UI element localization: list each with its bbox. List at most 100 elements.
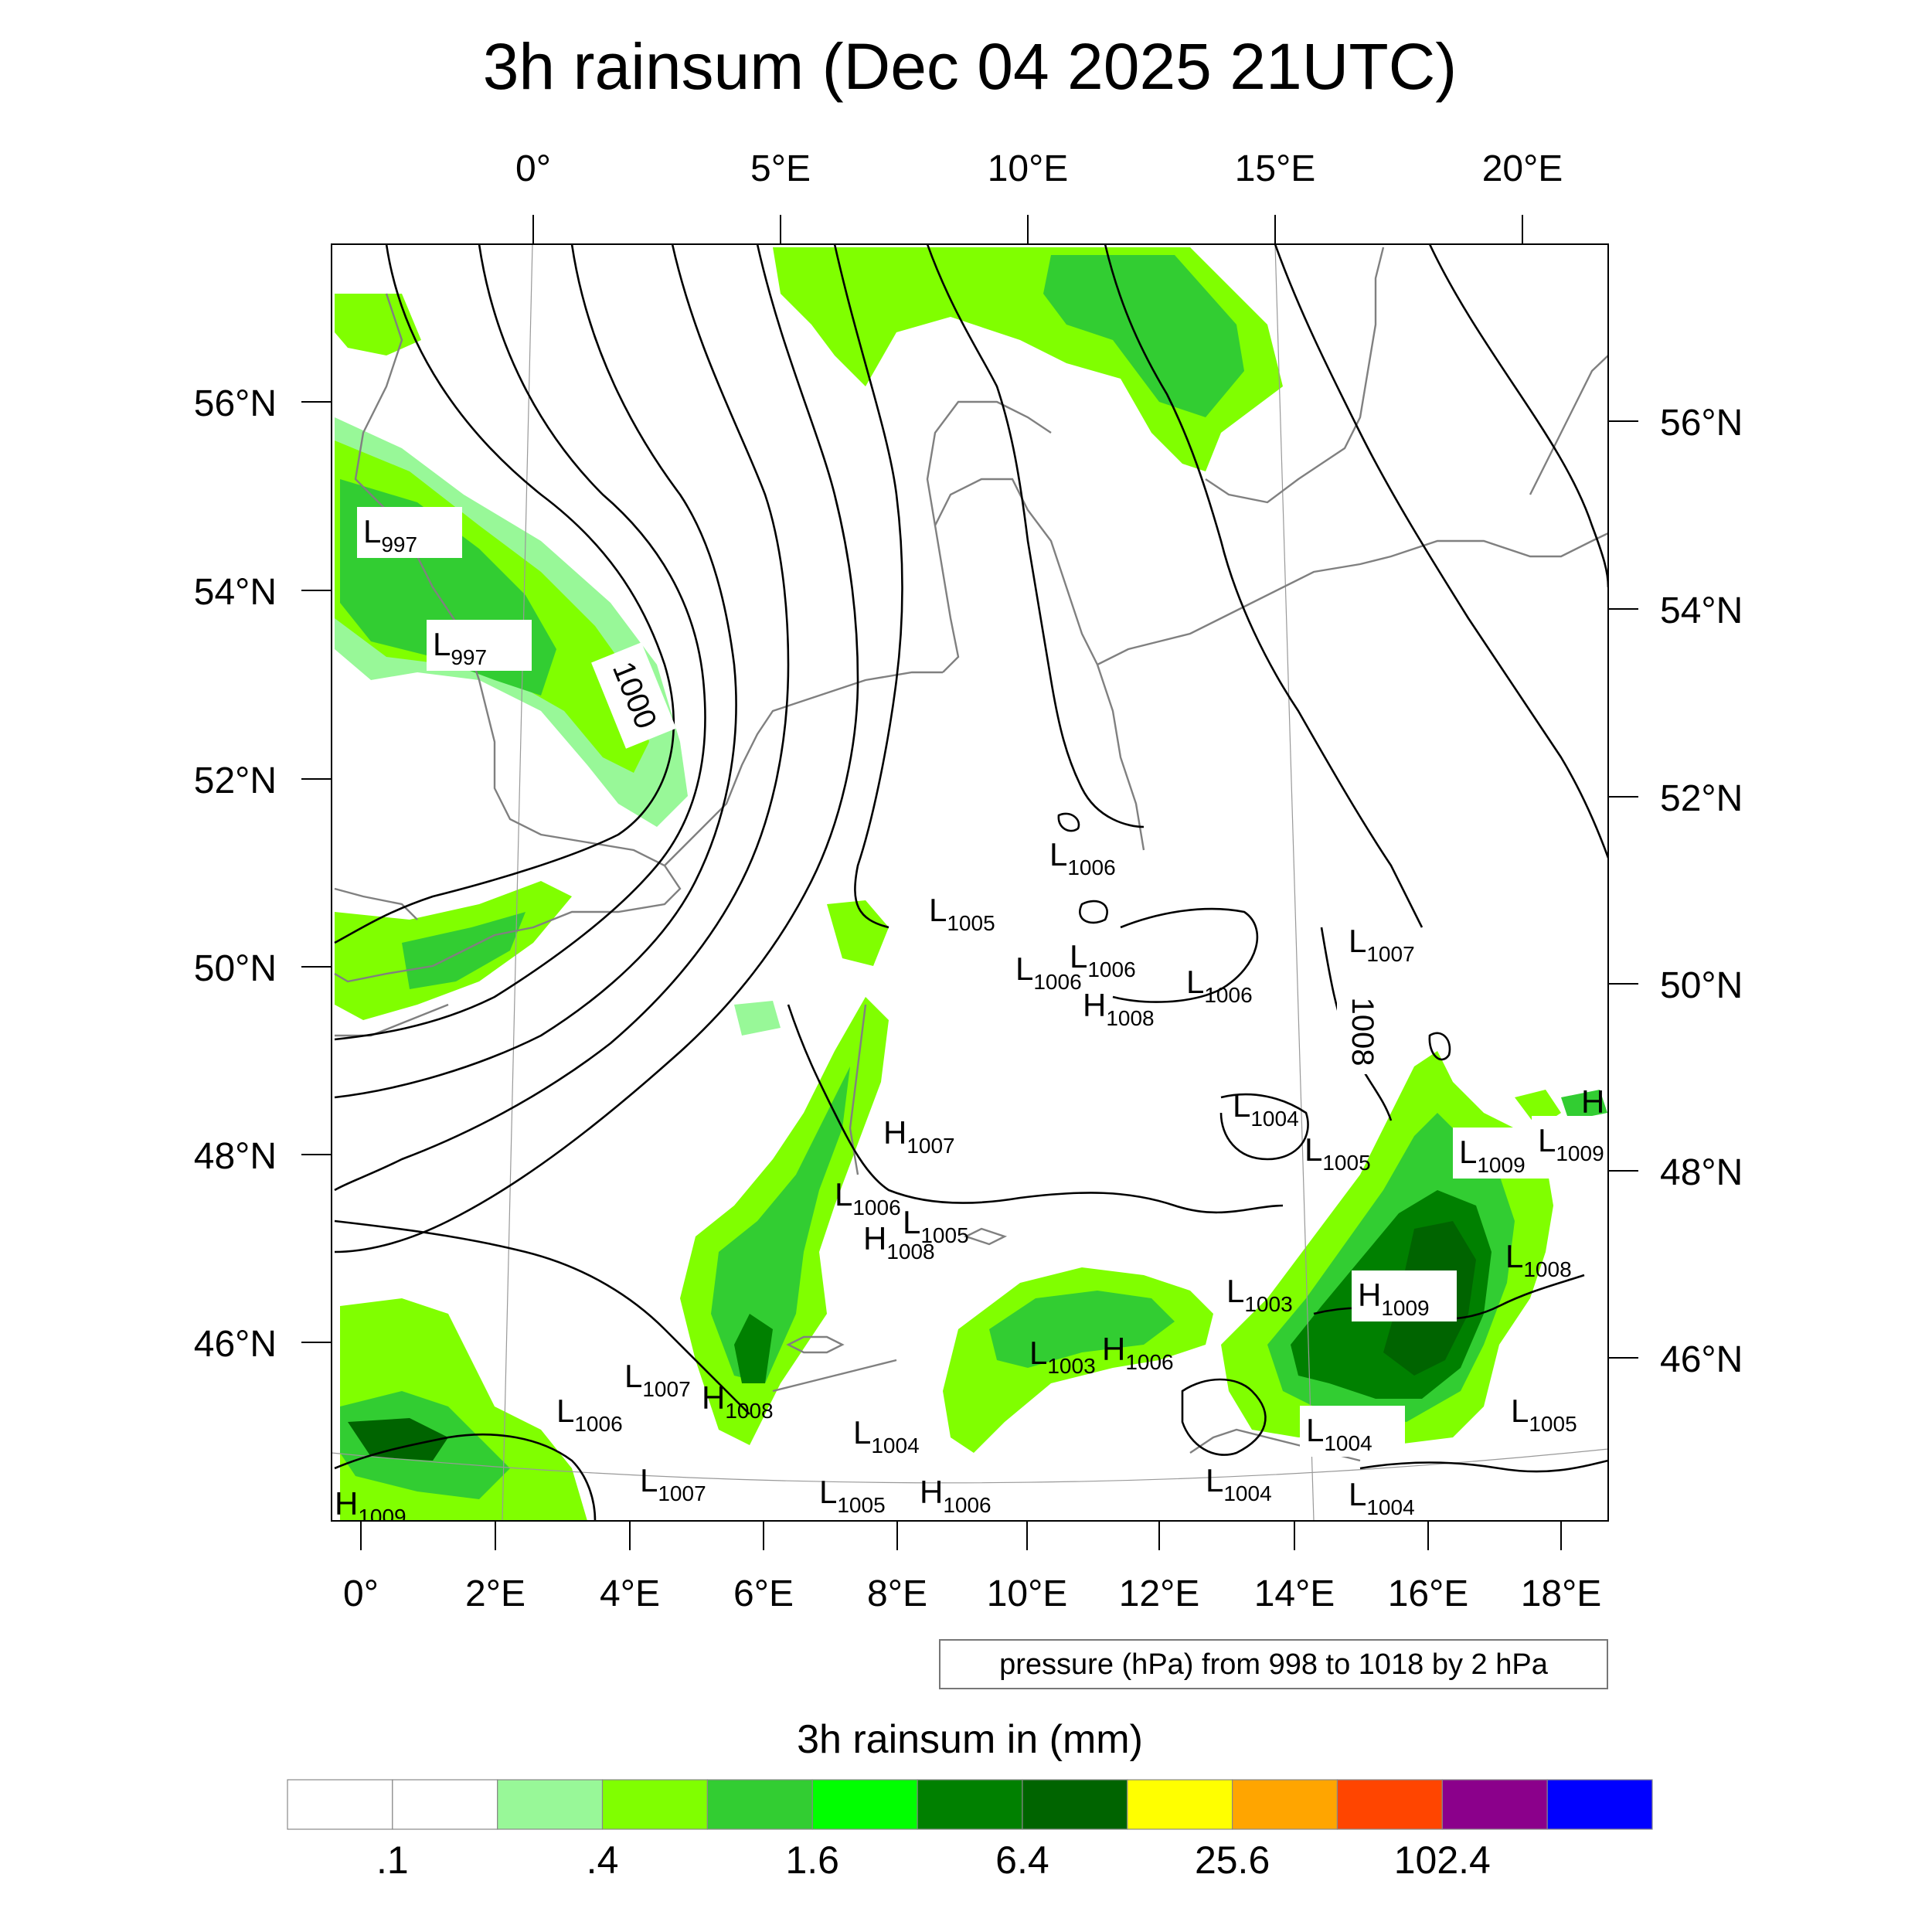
pressure-center-text: H1007 — [883, 1114, 955, 1158]
pressure-center-text: L1003 — [1029, 1335, 1096, 1378]
isobar-bohemia — [1112, 907, 1259, 1003]
right-lat-label-52n: 52°N — [1660, 778, 1743, 819]
colorbar-swatch — [287, 1779, 393, 1830]
isobars — [334, 244, 1608, 1521]
pressure-center-text: H1006 — [1102, 1331, 1174, 1374]
bottom-lon-label-2e: 2°E — [465, 1573, 526, 1614]
pressure-center-text: L1004 — [1233, 1087, 1299, 1131]
isobar-3-1000 — [334, 244, 737, 1099]
map-title: 3h rainsum (Dec 04 2025 21UTC) — [483, 30, 1458, 103]
isobar-bavaria — [1219, 1093, 1309, 1161]
pressure-center-text: H — [1581, 1083, 1604, 1120]
colorbar-swatch — [917, 1779, 1023, 1830]
coast-low-countries — [664, 671, 943, 866]
isobar-10 — [1428, 244, 1608, 588]
pressure-center-label: L1004 — [1206, 1462, 1272, 1505]
colorbar-title: 3h rainsum in (mm) — [797, 1717, 1143, 1762]
pressure-center-text: L1007 — [1349, 923, 1415, 966]
rain-area-skagerrak-core — [1043, 255, 1244, 417]
colorbar-swatch — [811, 1779, 918, 1830]
pressure-center-text: L1007 — [624, 1358, 691, 1401]
top-lon-label-10e: 10°E — [988, 148, 1069, 189]
top-longitude-axis: 0° 5°E 10°E 15°E 20°E — [515, 148, 1563, 244]
isobar-label-1008: 1008 — [1345, 998, 1379, 1066]
right-lat-label-48n: 48°N — [1660, 1152, 1743, 1193]
colorbar-swatch — [1022, 1779, 1128, 1830]
pressure-center-text: L1004 — [853, 1414, 920, 1458]
isobar-small-1 — [1079, 900, 1108, 924]
left-lat-label-50n: 50°N — [194, 948, 277, 989]
left-lat-label-54n: 54°N — [194, 572, 277, 613]
pressure-center-text: L1006 — [1070, 938, 1136, 981]
pressure-center-label: L1006 — [1049, 836, 1116, 879]
colorbar-swatch — [1546, 1779, 1653, 1830]
pressure-center-text: L1006 — [1186, 964, 1253, 1007]
coastlines — [334, 247, 1608, 1462]
pressure-center-label: H1006 — [1102, 1331, 1174, 1374]
pressure-center-label: L1003 — [1029, 1335, 1096, 1378]
isobar-small-3 — [1428, 1032, 1451, 1061]
isobar-south-2 — [1181, 1378, 1267, 1456]
coast-germany-north — [934, 478, 1099, 673]
bottom-lon-label-18e: 18°E — [1521, 1573, 1602, 1614]
rain-area-massif-central-core — [348, 1418, 448, 1461]
coast-sweden-south — [1205, 247, 1385, 504]
rain-area-norway-coast — [335, 294, 421, 355]
pressure-center-text: H1008 — [702, 1379, 774, 1423]
pressure-center-label: L1008 — [1505, 1238, 1572, 1281]
lake-constance — [963, 1227, 1008, 1246]
bottom-lon-label-4e: 4°E — [600, 1573, 660, 1614]
pressure-center-text: L1006 — [1049, 836, 1116, 879]
pressure-center-text: L1005 — [1511, 1393, 1577, 1436]
colorbar-swatch — [706, 1779, 813, 1830]
pressure-center-text: H1008 — [863, 1220, 935, 1264]
pressure-center-label: H1008 — [863, 1220, 935, 1264]
isobar-south-1 — [334, 1434, 597, 1521]
colorbar-swatch — [1127, 1779, 1233, 1830]
coast-denmark — [926, 400, 1052, 526]
bottom-longitude-axis: 0° 2°E 4°E 6°E 8°E 10°E 12°E 14°E 16°E 1… — [343, 1521, 1601, 1614]
pressure-center-text: L1006 — [1015, 951, 1082, 994]
left-lat-label-48n: 48°N — [194, 1136, 277, 1177]
colorbar-tick-label: 6.4 — [995, 1838, 1049, 1882]
colorbar-swatch — [1336, 1779, 1443, 1830]
graticule-line-15e — [1274, 244, 1315, 1521]
rain-area-vosges-jura-mid — [711, 1066, 850, 1383]
pressure-center-text: L1006 — [556, 1393, 623, 1436]
pressure-center-text: L1005 — [819, 1474, 886, 1517]
pressure-center-label: L1006 — [1015, 951, 1082, 994]
pressure-center-label: L1004 — [1300, 1406, 1405, 1457]
graticule-line-46n — [332, 1448, 1608, 1484]
pressure-center-label: H1008 — [1083, 987, 1155, 1030]
isobar-7 — [926, 244, 1145, 828]
colorbar-swatch — [1441, 1779, 1548, 1830]
isobar-1 — [334, 244, 675, 944]
pressure-center-text: L1006 — [835, 1176, 901, 1219]
top-lon-label-15e: 15°E — [1235, 148, 1316, 189]
pressure-center-label: L1004 — [1349, 1476, 1415, 1519]
isobar-9 — [1274, 244, 1608, 859]
lake-geneva — [786, 1335, 845, 1354]
pressure-center-label: H1009 — [1352, 1270, 1457, 1321]
rain-area-slovakia-2 — [1561, 1090, 1607, 1121]
isobar-alps-1 — [787, 1004, 1284, 1214]
pressure-center-label: L1006 — [556, 1393, 623, 1436]
pressure-center-text: L1005 — [1304, 1131, 1371, 1175]
isobar-2 — [334, 244, 706, 1041]
border-france-germany — [849, 1004, 867, 1175]
left-lat-label-46n: 46°N — [194, 1324, 277, 1365]
pressure-center-text: L997 — [433, 626, 487, 669]
bottom-lon-label-12e: 12°E — [1119, 1573, 1200, 1614]
pressure-center-text: L1009 — [1538, 1122, 1604, 1165]
right-lat-label-56n: 56°N — [1660, 403, 1743, 444]
pressure-center-text: L1009 — [1459, 1134, 1526, 1177]
colorbar-swatch — [1232, 1779, 1338, 1830]
right-lat-label-46n: 46°N — [1660, 1339, 1743, 1380]
coast-france-north — [335, 1003, 449, 1037]
pressure-center-label: L1005 — [1511, 1393, 1577, 1436]
isobar-5 — [334, 244, 859, 1253]
pressure-center-text: L1003 — [1226, 1273, 1293, 1316]
bottom-lon-label-0: 0° — [343, 1573, 379, 1614]
top-lon-label-0: 0° — [515, 148, 551, 189]
pressure-center-label: H — [1581, 1083, 1604, 1120]
